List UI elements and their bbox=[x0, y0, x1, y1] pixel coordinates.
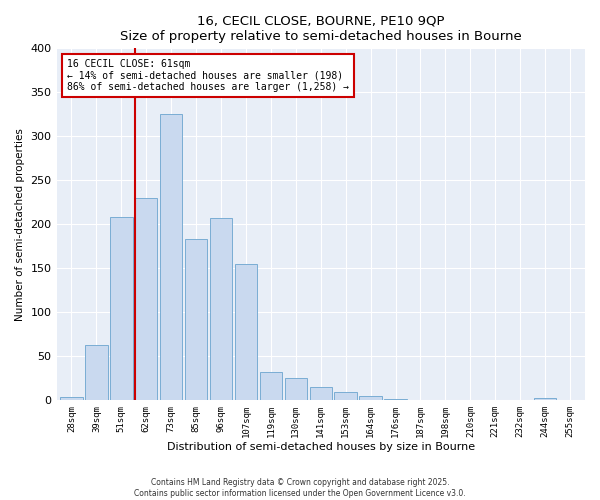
Bar bbox=[310, 386, 332, 400]
Bar bbox=[359, 396, 382, 400]
Bar bbox=[260, 372, 282, 400]
Bar bbox=[60, 397, 83, 400]
Bar bbox=[185, 239, 208, 400]
Bar bbox=[210, 218, 232, 400]
Bar bbox=[385, 399, 407, 400]
Bar bbox=[85, 346, 107, 400]
Bar bbox=[110, 217, 133, 400]
Bar bbox=[135, 198, 157, 400]
Bar bbox=[284, 378, 307, 400]
Bar bbox=[235, 264, 257, 400]
Text: Contains HM Land Registry data © Crown copyright and database right 2025.
Contai: Contains HM Land Registry data © Crown c… bbox=[134, 478, 466, 498]
Title: 16, CECIL CLOSE, BOURNE, PE10 9QP
Size of property relative to semi-detached hou: 16, CECIL CLOSE, BOURNE, PE10 9QP Size o… bbox=[120, 15, 521, 43]
Bar bbox=[334, 392, 357, 400]
Bar bbox=[534, 398, 556, 400]
X-axis label: Distribution of semi-detached houses by size in Bourne: Distribution of semi-detached houses by … bbox=[167, 442, 475, 452]
Y-axis label: Number of semi-detached properties: Number of semi-detached properties bbox=[15, 128, 25, 320]
Bar bbox=[160, 114, 182, 400]
Text: 16 CECIL CLOSE: 61sqm
← 14% of semi-detached houses are smaller (198)
86% of sem: 16 CECIL CLOSE: 61sqm ← 14% of semi-deta… bbox=[67, 59, 349, 92]
